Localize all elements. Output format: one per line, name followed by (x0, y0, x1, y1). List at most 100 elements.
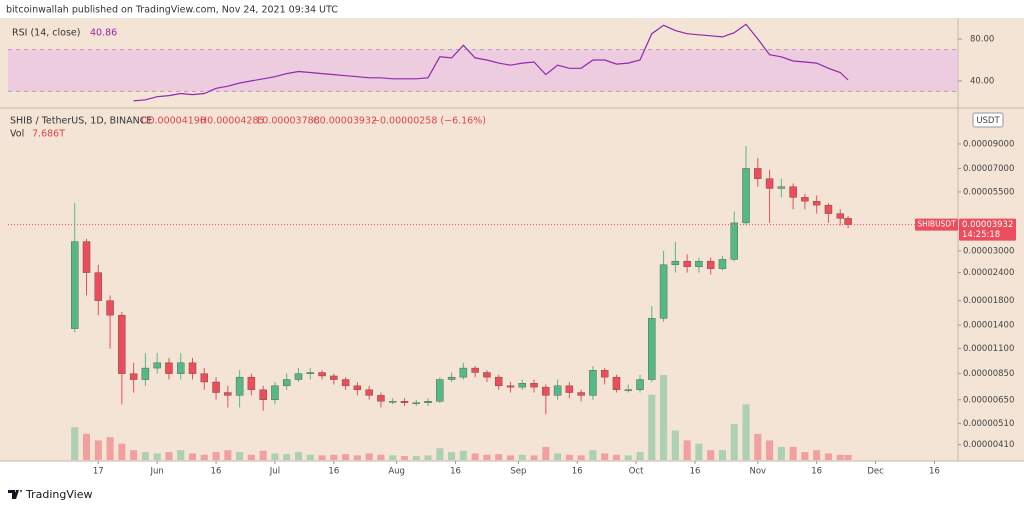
candle-body (777, 186, 786, 189)
y-tick-label: 0.00001100 (963, 344, 1014, 354)
candle-body (129, 373, 138, 380)
candle-body (424, 401, 432, 403)
volume-bar (518, 454, 526, 460)
volume-bar (742, 404, 750, 460)
candle-body (212, 381, 220, 393)
candle-body (200, 373, 209, 383)
x-tick-label: 16 (690, 467, 701, 477)
volume-bar (130, 450, 138, 460)
symbol-title: SHIB / TetherUS, 1D, BINANCE (10, 116, 152, 127)
volume-bar (601, 453, 609, 460)
x-tick-label: 16 (811, 467, 822, 477)
legend-open: O0.00004190 (141, 116, 206, 127)
candle-body (153, 362, 161, 369)
candle-body (789, 186, 797, 198)
volume-bar (471, 453, 479, 460)
volume-title: Vol (10, 129, 24, 140)
volume-bar (448, 452, 456, 460)
volume-bar (483, 454, 491, 460)
candle-body (648, 318, 656, 380)
candle-body (812, 200, 821, 206)
rsi-line (133, 23, 849, 102)
symbol-tag (915, 218, 958, 231)
candle-body (306, 372, 315, 374)
volume-bar (188, 453, 197, 460)
candle-body (353, 385, 362, 390)
volume-bar (412, 456, 420, 460)
candle-body (294, 373, 303, 380)
candle-body (612, 376, 621, 390)
volume-bar (554, 453, 562, 460)
x-tick-label: Sep (510, 467, 526, 477)
legend-close: C0.00003932 (313, 116, 377, 127)
volume-bar (271, 453, 279, 460)
candle-body (400, 401, 409, 403)
candle-body (377, 395, 385, 402)
candle-body (365, 389, 373, 396)
footer-logo: TradingView (8, 488, 92, 501)
volume-bar (330, 454, 338, 460)
volume-bar (707, 450, 715, 460)
volume-bar (624, 455, 632, 460)
y-tick-label: 0.00000650 (963, 395, 1014, 405)
candle-body (282, 379, 291, 387)
candle-body (82, 241, 91, 273)
x-tick-label: 16 (328, 467, 339, 477)
currency: USDT (976, 116, 1000, 126)
candle-body (706, 260, 715, 269)
candle-body (836, 213, 844, 219)
volume-bar (530, 455, 538, 460)
candle-body (742, 168, 750, 224)
candle-body (801, 197, 809, 202)
price-tag-value: 0.00003932 (962, 220, 1013, 230)
candle-body (459, 367, 468, 378)
volume-bar (648, 394, 656, 460)
legend-low: L0.00003788 (257, 116, 320, 127)
rsi-value: 40.86 (90, 28, 117, 39)
candle-body (695, 260, 703, 267)
candle-body (165, 362, 173, 374)
volume-bar (424, 455, 432, 460)
volume-bar (141, 452, 149, 460)
candle-body (600, 370, 609, 378)
volume-bar (660, 375, 668, 460)
candle-body (671, 260, 680, 266)
volume-bar (400, 456, 409, 460)
candle-body (106, 300, 114, 316)
price-tag-countdown: 14:25:18 (962, 230, 1000, 240)
volume-bar (342, 454, 350, 460)
volume-bar (71, 427, 79, 460)
y-tick-label: 0.00000850 (963, 369, 1014, 379)
price-tag (959, 218, 1016, 241)
volume-bar (118, 443, 126, 460)
volume-bar (801, 452, 809, 460)
volume-bar (236, 452, 244, 460)
candle-body (176, 362, 185, 374)
candle-body (636, 379, 644, 390)
volume-bar (506, 455, 515, 460)
volume-bar (718, 450, 726, 460)
candle-body (754, 168, 762, 179)
x-tick-label: Oct (629, 467, 644, 477)
candle-body (624, 389, 632, 391)
volume-bar (389, 455, 397, 460)
candle-body (271, 385, 279, 400)
x-tick-label: Dec (867, 467, 884, 477)
candle-body (388, 401, 397, 403)
volume-bar (577, 455, 585, 460)
symbol-tag-label: SHIBUSDT (917, 220, 956, 229)
candle-body (436, 379, 444, 402)
candle-body (730, 222, 738, 260)
candle-body (188, 362, 197, 374)
candle-body (518, 383, 526, 388)
volume-bar (306, 454, 314, 460)
x-tick-label: Jun (150, 467, 164, 477)
currency-box[interactable] (972, 112, 1004, 128)
candle-body (506, 385, 515, 388)
candle-body (259, 389, 267, 400)
volume-bar (695, 443, 703, 460)
candle-body (718, 259, 727, 269)
volume-bar (212, 452, 220, 460)
volume-bar (824, 453, 832, 460)
